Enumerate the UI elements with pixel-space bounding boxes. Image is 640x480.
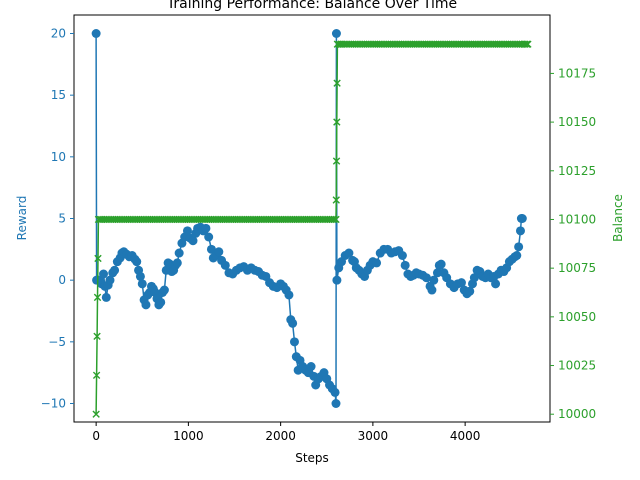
reward-point — [99, 269, 109, 279]
balance-marker-stroke — [92, 371, 101, 379]
x-tick-label: 4000 — [450, 429, 481, 443]
reward-point — [512, 251, 522, 260]
x-axis-label: Steps — [295, 451, 329, 465]
balance-point — [521, 40, 529, 48]
y-axis-left-label: Reward — [15, 196, 29, 241]
balance-marker-stroke — [524, 40, 532, 48]
reward-point — [182, 226, 192, 236]
reward-point — [344, 248, 354, 258]
reward-point — [491, 279, 501, 289]
y-right-tick-label: 10075 — [558, 261, 596, 275]
y-left-tick-label: 15 — [51, 88, 66, 102]
y-right-tick-label: 10175 — [558, 66, 596, 80]
reward-point — [220, 260, 230, 270]
reward-point — [188, 236, 198, 246]
reward-point — [288, 318, 298, 328]
reward-point — [400, 260, 410, 270]
x-tick-label: 1000 — [173, 429, 204, 443]
reward-point — [436, 259, 446, 269]
reward-point — [204, 232, 214, 242]
reward-point — [517, 214, 527, 223]
reward-point — [105, 275, 115, 285]
balance-marker-stroke — [333, 79, 341, 87]
reward-point — [429, 275, 439, 285]
y-right-tick-label: 10125 — [558, 164, 596, 178]
balance-point — [94, 254, 102, 263]
balance-marker-stroke — [92, 410, 100, 418]
reward-point — [201, 223, 211, 233]
chart-title: Training Performance: Balance Over Time — [166, 0, 457, 12]
reward-point — [456, 278, 466, 288]
balance-marker-stroke — [521, 40, 529, 48]
balance-point — [332, 157, 341, 165]
balance-point — [93, 332, 101, 341]
y-left-tick-label: −5 — [48, 335, 66, 349]
balance-series-line — [95, 43, 528, 415]
y-right-tick-label: 10050 — [558, 310, 596, 324]
reward-point — [306, 362, 316, 371]
balance-point — [333, 118, 341, 126]
reward-point — [159, 285, 169, 295]
reward-point — [289, 337, 299, 347]
balance-marker-stroke — [333, 118, 341, 126]
balance-point — [92, 410, 100, 418]
balance-marker-stroke — [94, 254, 102, 263]
x-tick-label: 3000 — [358, 429, 389, 443]
reward-point — [284, 290, 294, 300]
y-left-tick-label: 20 — [51, 27, 66, 41]
reward-point — [132, 257, 142, 267]
y-axis-right-label: Balance — [611, 194, 625, 242]
reward-point — [137, 279, 147, 289]
balance-point — [92, 371, 101, 379]
reward-point — [465, 286, 475, 296]
x-tick-label: 2000 — [265, 429, 296, 443]
reward-point — [372, 258, 382, 268]
balance-point — [333, 79, 341, 87]
balance-marker-stroke — [93, 332, 101, 341]
reward-point — [331, 399, 341, 408]
reward-point — [135, 271, 145, 281]
reward-point — [91, 29, 101, 38]
reward-point — [110, 265, 120, 275]
reward-point — [206, 244, 216, 254]
y-right-tick-label: 10150 — [558, 115, 596, 129]
balance-marker-stroke — [330, 215, 338, 224]
y-right-tick-label: 10100 — [558, 212, 596, 226]
reward-point — [514, 242, 524, 252]
balance-marker-stroke — [332, 215, 340, 224]
y-left-tick-label: 10 — [51, 150, 66, 164]
series-layer — [91, 29, 532, 418]
reward-point — [432, 268, 442, 278]
balance-point — [524, 40, 532, 48]
reward-point — [174, 248, 184, 258]
balance-point — [332, 196, 340, 204]
reward-point — [141, 300, 151, 310]
balance-marker-stroke — [332, 196, 340, 204]
reward-point — [397, 251, 407, 260]
reward-point — [214, 247, 224, 257]
reward-point — [331, 29, 341, 38]
reward-point — [427, 285, 437, 295]
balance-point — [93, 293, 102, 302]
reward-point — [421, 273, 431, 283]
y-left-tick-label: 5 — [58, 212, 66, 226]
reward-point — [469, 273, 479, 283]
balance-point — [332, 215, 340, 224]
reward-point — [515, 226, 525, 236]
x-tick-label: 0 — [92, 429, 100, 443]
y-left-tick-label: −10 — [41, 397, 66, 411]
balance-marker-stroke — [93, 293, 102, 302]
reward-point — [101, 292, 111, 302]
y-right-tick-label: 10025 — [558, 359, 596, 373]
axes-layer: 0 1000 2000 3000 4000 −10 −5 0 5 10 15 20 10000 10025… — [41, 27, 597, 444]
reward-point — [172, 258, 182, 268]
reward-point — [332, 275, 342, 285]
y-left-tick-label: 0 — [58, 273, 66, 287]
reward-point — [156, 297, 166, 307]
balance-marker-stroke — [332, 157, 341, 165]
y-right-tick-label: 10000 — [558, 407, 596, 421]
balance-point — [330, 215, 338, 224]
reward-point — [330, 387, 340, 397]
